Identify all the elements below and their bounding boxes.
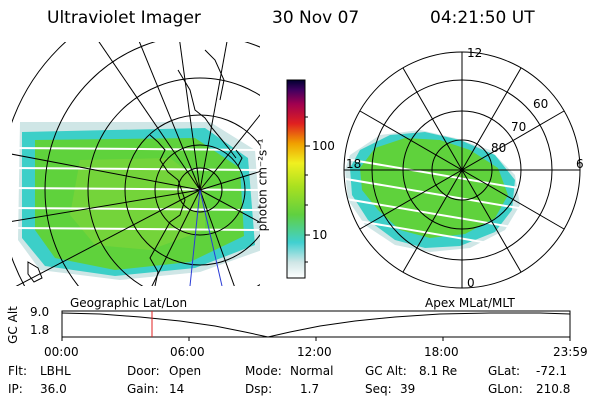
time-tick-0000: 00:00 — [44, 345, 79, 359]
geo-map-panel — [12, 42, 260, 286]
mag-grid — [343, 51, 581, 289]
altitude-plot — [61, 310, 571, 341]
dsp-value: 1.7 — [300, 382, 320, 396]
colorbar-tick-10: 10 — [312, 228, 328, 242]
time-label: 04:21:50 UT — [430, 8, 535, 28]
altitude-ytick-bottom: 1.8 — [30, 323, 50, 337]
gcalt-label: GC Alt: — [365, 364, 407, 378]
mag-panel-label: Apex MLat/MLT — [425, 296, 515, 310]
gain-value: 14 — [169, 382, 185, 396]
ip-value: 36.0 — [40, 382, 67, 396]
ip-label: IP: — [8, 382, 23, 396]
colorbar-unit-label: photon cm⁻²s⁻¹ — [255, 138, 270, 232]
colorbar — [286, 79, 310, 279]
glat-label: GLat: — [488, 364, 521, 378]
time-tick-2359: 23:59 — [553, 345, 588, 359]
door-label: Door: — [127, 364, 160, 378]
geo-meridian — [189, 189, 223, 286]
time-tick-1200: 12:00 — [297, 345, 332, 359]
mlt-label-0: 0 — [467, 276, 475, 290]
instrument-title: Ultraviolet Imager — [47, 8, 201, 28]
geo-grid — [12, 42, 260, 286]
mode-value: Normal — [290, 364, 334, 378]
mlt-label-12: 12 — [467, 46, 483, 60]
mode-label: Mode: — [245, 364, 282, 378]
colorbar-tick-100: 100 — [312, 139, 335, 153]
geo-aurora-emission — [18, 122, 260, 280]
date-label: 30 Nov 07 — [272, 8, 360, 28]
mlat-label-60: 60 — [533, 97, 549, 111]
gain-label: Gain: — [127, 382, 159, 396]
time-tick-1800: 18:00 — [424, 345, 459, 359]
glat-value: -72.1 — [536, 364, 568, 378]
geo-panel-label: Geographic Lat/Lon — [70, 296, 188, 310]
dsp-label: Dsp: — [245, 382, 273, 396]
geo-coastline — [27, 49, 243, 286]
mlat-label-70: 70 — [511, 120, 527, 134]
mlt-label-6: 6 — [576, 157, 584, 171]
mag-polar-panel — [343, 51, 581, 289]
gcalt-value: 8.1 Re — [419, 364, 458, 378]
seq-label: Seq: — [365, 382, 392, 396]
time-tick-0600: 06:00 — [170, 345, 205, 359]
filter-label: Flt: — [8, 364, 27, 378]
altitude-ytick-top: 9.0 — [30, 305, 50, 319]
door-value: Open — [169, 364, 202, 378]
filter-value: LBHL — [40, 364, 71, 378]
mlt-label-18: 18 — [346, 157, 362, 171]
seq-value: 39 — [400, 382, 416, 396]
mag-aurora-emission — [344, 130, 531, 252]
glon-label: GLon: — [488, 382, 523, 396]
mlat-label-80: 80 — [491, 141, 507, 155]
glon-value: 210.8 — [536, 382, 571, 396]
altitude-ylabel: GC Alt — [5, 306, 20, 344]
